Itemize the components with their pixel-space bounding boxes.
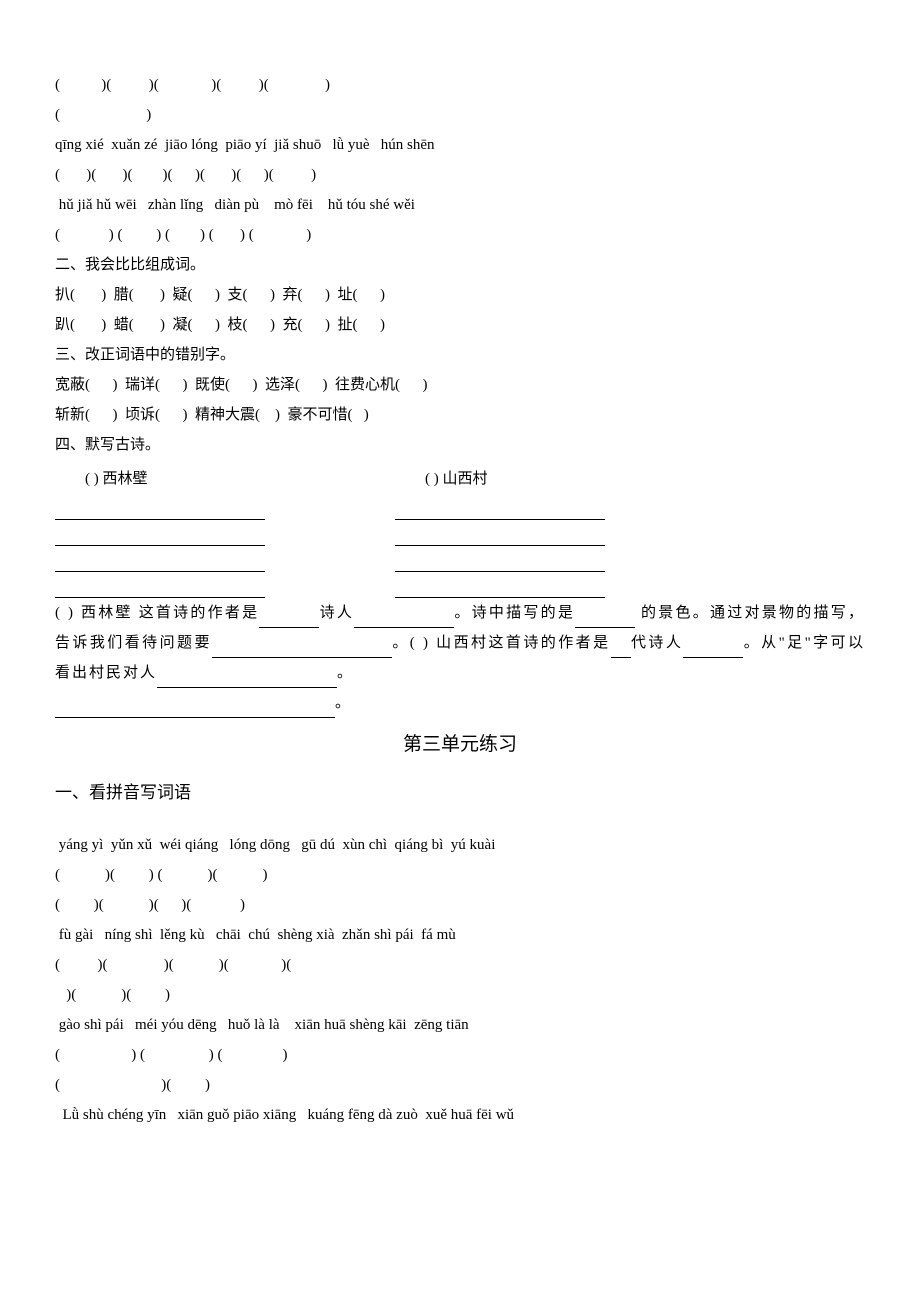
section-2-title: 二、我会比比组成词。 [55, 250, 865, 280]
unit3-line: ( )( ) ( )( ) [55, 860, 865, 890]
pinyin-row: qīng xié xuǎn zé jiāo lóng piāo yí jiǎ s… [55, 130, 865, 160]
sec3-line: 宽蔽( ) 瑞详( ) 既使( ) 选泽( ) 往费心机( ) [55, 370, 865, 400]
sec2-line: 扒( ) 腊( ) 疑( ) 支( ) 弃( ) 址( ) [55, 280, 865, 310]
poem-titles-row: ( ) 西林壁 ( ) 山西村 [55, 464, 865, 598]
section-3-title: 三、改正词语中的错别字。 [55, 340, 865, 370]
poem-blank [395, 546, 605, 572]
unit3-line: ( )( )( )( ) [55, 890, 865, 920]
unit3-heading: 一、看拼音写词语 [55, 776, 865, 810]
poem-blank [395, 494, 605, 520]
para-text: 。 [335, 695, 352, 711]
unit3-line: fù gài níng shì lěng kù chāi chú shèng x… [55, 920, 865, 950]
poem-blank [55, 520, 265, 546]
sec2-line: 趴( ) 蜡( ) 凝( ) 枝( ) 充( ) 扯( ) [55, 310, 865, 340]
unit3-line: ( )( ) [55, 1070, 865, 1100]
para-text: 诗人 [319, 605, 354, 621]
unit3-line: ( )( )( )( )( [55, 950, 865, 980]
blank [354, 610, 454, 628]
blank [575, 610, 635, 628]
sec3-line: 斩新( ) 顷诉( ) 精神大震( ) 豪不可惜( ) [55, 400, 865, 430]
section-4-title: 四、默写古诗。 [55, 430, 865, 460]
section-4-paragraph: ( ) 西林壁 这首诗的作者是诗人。诗中描写的是 的景色。通过对景物的描写，告诉… [55, 598, 865, 718]
paren-row: ( ) ( ) ( ) ( ) ( ) [55, 220, 865, 250]
poem2-title: ( ) 山西村 [395, 464, 605, 494]
blank [259, 610, 319, 628]
unit3-line: )( )( ) [55, 980, 865, 1010]
pinyin-row: hǔ jiǎ hǔ wēi zhàn lǐng diàn pù mò fēi h… [55, 190, 865, 220]
paren-row: ( )( )( )( )( )( )( ) [55, 160, 865, 190]
unit3-line: Lǜ shù chéng yīn xiān guǒ piāo xiāng kuá… [55, 1100, 865, 1130]
poem-blank [395, 520, 605, 546]
poem-blank [55, 572, 265, 598]
blank [212, 640, 392, 658]
paren-row: ( )( )( )( )( ) [55, 70, 865, 100]
para-text: 。 [337, 665, 354, 681]
poem-blank [395, 572, 605, 598]
para-text: 代诗人 [631, 635, 684, 651]
para-text: ( ) 西林壁 这首诗的作者是 [55, 605, 259, 621]
para-text: 。( ) 山西村这首诗的作者是 [392, 635, 611, 651]
para-text: 。诗中描写的是 [454, 605, 575, 621]
unit3-title: 第三单元练习 [55, 726, 865, 764]
poem-blank [55, 546, 265, 572]
blank [683, 640, 743, 658]
unit3-line: ( ) ( ) ( ) [55, 1040, 865, 1070]
poem-blank [55, 494, 265, 520]
blank [55, 700, 335, 718]
blank [157, 670, 337, 688]
paren-row: ( ) [55, 100, 865, 130]
unit3-line: gào shì pái méi yóu dēng huǒ là là xiān … [55, 1010, 865, 1040]
poem1-title: ( ) 西林壁 [55, 464, 265, 494]
blank [611, 640, 631, 658]
unit3-line: yáng yì yǔn xǔ wéi qiáng lóng dōng gū dú… [55, 830, 865, 860]
